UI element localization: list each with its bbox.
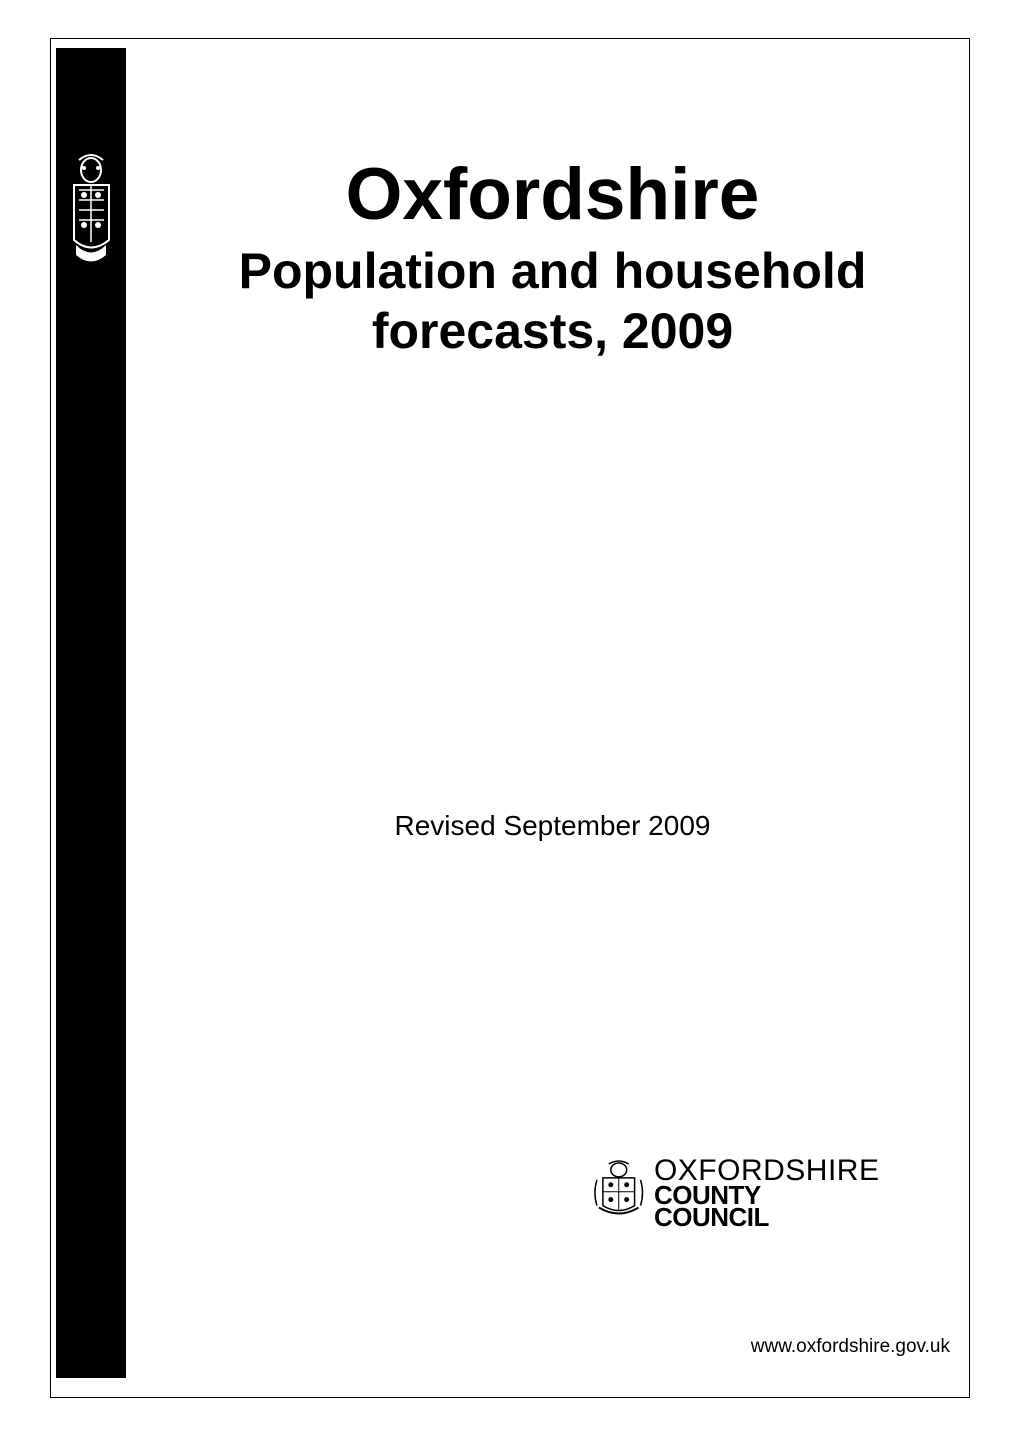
oxfordshire-crest-icon xyxy=(589,1158,648,1220)
document-subtitle-line1: Population and household xyxy=(155,242,950,300)
revised-date: Revised September 2009 xyxy=(155,810,950,842)
footer-logo-row: OXFORDSHIRE COUNTY COUNCIL xyxy=(589,1158,880,1228)
org-name-line2: COUNTY COUNCIL xyxy=(654,1184,880,1228)
org-url: www.oxfordshire.gov.uk xyxy=(751,1336,950,1358)
oxfordshire-crest-icon xyxy=(64,150,119,270)
footer-logo-block: OXFORDSHIRE COUNTY COUNCIL www.oxfordshi… xyxy=(751,1333,950,1358)
footer-org-text: OXFORDSHIRE COUNTY COUNCIL xyxy=(654,1158,880,1228)
document-main-title: Oxfordshire xyxy=(155,153,950,236)
document-subtitle-line2: forecasts, 2009 xyxy=(155,302,950,360)
